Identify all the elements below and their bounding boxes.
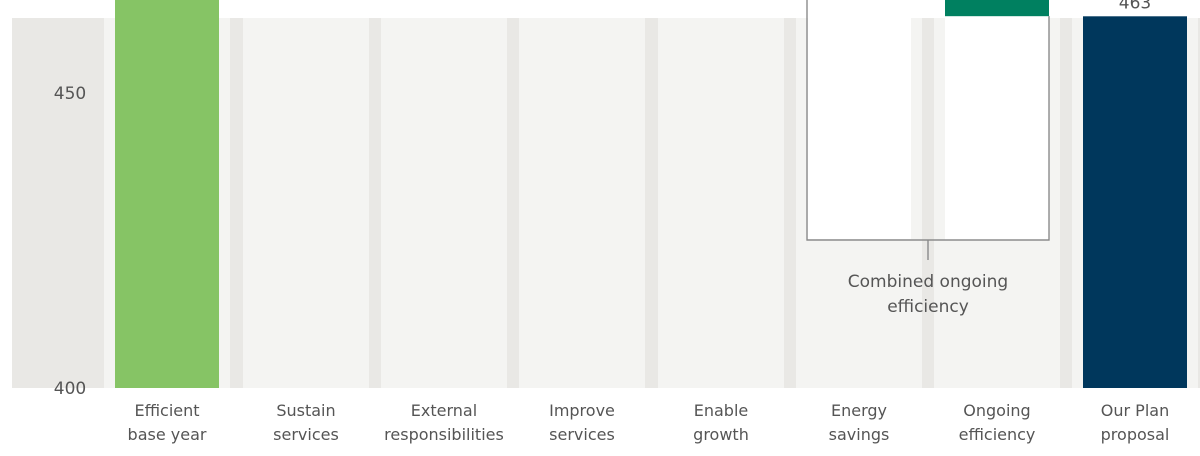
bracket-fill-ongoing [945,16,1049,240]
category-label-6-0: Ongoing [963,401,1030,420]
combined-efficiency-bracket: Combined ongoing efficiency [806,0,1050,317]
category-label-4-1: growth [693,425,749,444]
bracket-label-0-0: Combined ongoing [848,272,1008,292]
bracket-label-0-1: efficiency [887,297,969,317]
y-axis: 400450500 [54,84,86,399]
category-label-7-1: proposal [1101,425,1170,444]
bar-6 [945,0,1049,17]
category-label-5-1: savings [829,425,890,444]
category-label-7-0: Our Plan [1101,401,1169,420]
category-label-4-0: Enable [694,401,749,420]
column-bg-4 [658,18,784,388]
bars [115,0,1187,389]
x-axis: Efficient base year Sustain services Externa… [128,401,1170,444]
category-label-2-0: External [411,401,477,420]
category-label-3-0: Improve [549,401,615,420]
category-label-1-0: Sustain [276,401,335,420]
column-bg-3 [519,18,645,388]
category-label-0-0: Efficient [134,401,199,420]
column-bg-2 [381,18,507,388]
bracket-fill-0 [808,0,911,239]
y-tick-label-1: 450 [54,84,86,104]
y-tick-label-0: 400 [54,379,86,399]
column-bg-1 [243,18,369,388]
category-label-3-1: services [549,425,615,444]
bar-0 [115,0,219,389]
bar-7 [1083,16,1187,389]
bracket-line-top-0 [806,0,1050,260]
category-label-0-1: base year [128,425,207,444]
value-labels: 479161293(47)(9)463 [1119,0,1151,13]
value-label-7: 463 [1119,0,1151,13]
category-label-6-1: efficiency [959,425,1036,444]
category-label-2-1: responsibilities [384,425,504,444]
category-label-1-1: services [273,425,339,444]
category-label-5-0: Energy [831,401,887,420]
